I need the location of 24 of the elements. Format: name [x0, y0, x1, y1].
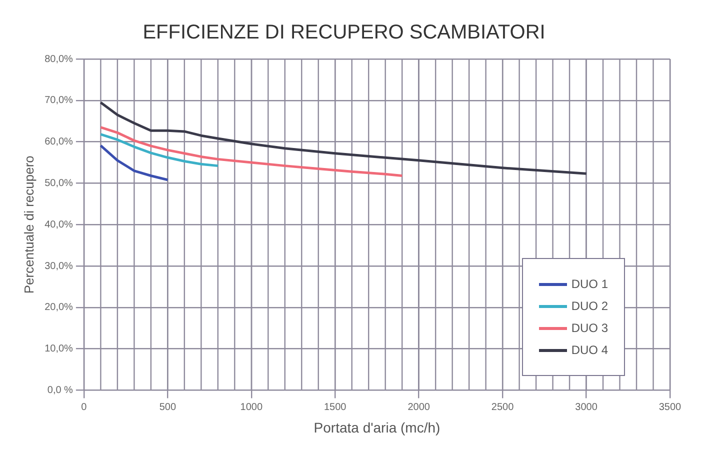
- legend-label: DUO 1: [571, 277, 608, 291]
- y-tick-label: 10,0%: [44, 344, 74, 355]
- y-tick-label: 30,0%: [44, 260, 74, 272]
- y-tick-label: 0,0 %: [47, 384, 74, 396]
- y-tick-label: 80,0%: [44, 54, 74, 65]
- legend-label: DUO 2: [571, 299, 608, 313]
- x-axis-title: Portata d'aria (mc/h): [314, 419, 440, 436]
- y-tick-label: 40,0%: [44, 219, 74, 230]
- y-tick-label: 60,0%: [44, 136, 74, 148]
- x-tick-label: 3500: [658, 402, 682, 413]
- x-tick-label: 1500: [324, 402, 347, 413]
- legend-label: DUO 3: [571, 321, 608, 335]
- y-tick-label: 50,0%: [44, 178, 74, 189]
- x-tick-label: 0: [81, 402, 88, 413]
- legend-label: DUO 4: [571, 343, 608, 357]
- x-tick-label: 1000: [240, 402, 263, 413]
- x-tick-label: 2500: [491, 402, 514, 413]
- x-tick-label: 2000: [408, 402, 430, 413]
- y-tick-label: 20,0%: [44, 302, 74, 314]
- chart-title: EFFICIENZE DI RECUPERO SCAMBIATORI: [142, 22, 546, 44]
- y-axis-title: Percentuale di recupero: [21, 156, 36, 294]
- y-tick-label: 70,0%: [44, 95, 74, 106]
- x-tick-label: 3000: [575, 402, 598, 413]
- x-tick-label: 500: [159, 402, 176, 413]
